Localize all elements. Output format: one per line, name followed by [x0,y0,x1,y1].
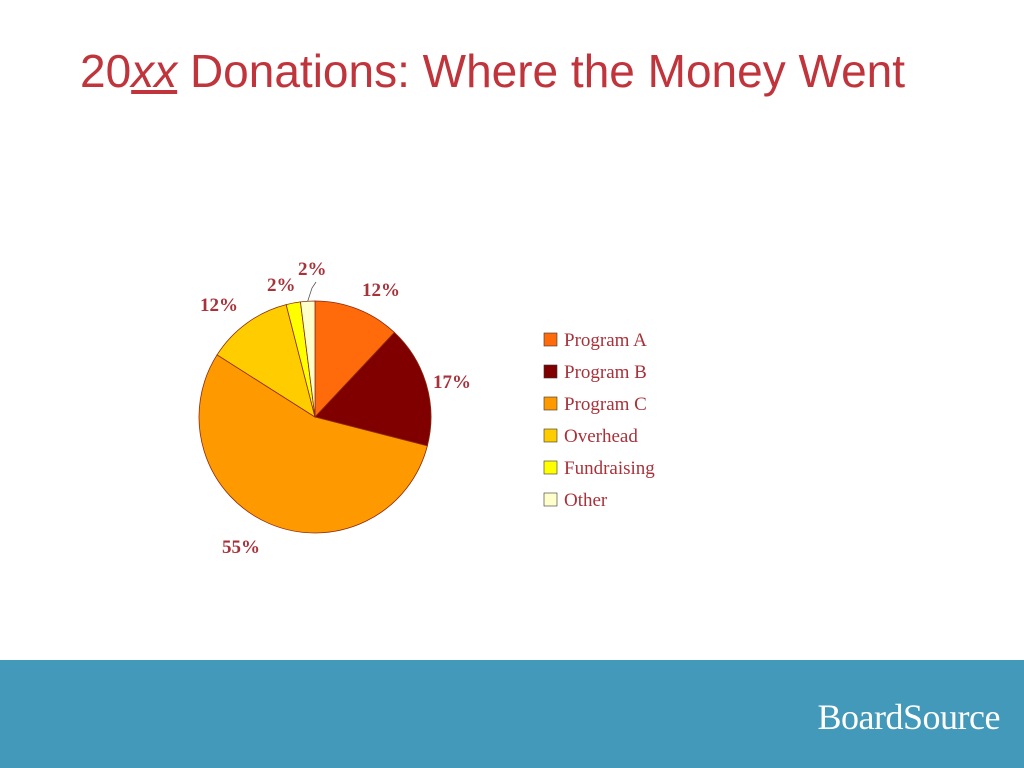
legend-label-program-b: Program B [564,362,647,383]
legend-label-other: Other [564,490,608,511]
legend-swatch-overhead [543,428,558,443]
leader-line-other [307,281,317,302]
pie-slice-program-a [314,300,395,419]
legend-swatch-program-a [543,332,558,347]
data-label-program-c: 55% [222,537,260,558]
pie-slice-program-b [314,331,432,447]
legend-swatch-program-b [543,364,558,379]
data-label-program-b: 17% [433,372,471,393]
chart-legend: Program A Program B Program C Overhead Fundr… [543,330,655,511]
title-prefix: 20 [80,45,132,97]
legend-item-program-b: Program B [543,362,647,383]
page-title: 20xx Donations: Where the Money Went [80,44,905,98]
legend-item-overhead: Overhead [543,426,638,447]
data-label-overhead: 12% [200,295,238,316]
legend-item-fundraising: Fundraising [543,458,655,479]
legend-label-fundraising: Fundraising [564,458,655,479]
data-label-other: 2% [298,259,327,280]
pie-slice-overhead [216,304,316,418]
pie-slice-other [300,300,316,418]
legend-item-program-a: Program A [543,330,647,351]
legend-item-other: Other [543,490,608,511]
boardsource-logo: BoardSource [817,697,1001,737]
data-label-fundraising: 2% [267,275,296,296]
pie-slice-program-c [198,354,428,534]
legend-label-overhead: Overhead [564,426,638,447]
footer-bar: BoardSource [0,660,1024,768]
legend-label-program-a: Program A [564,330,647,351]
legend-label-program-c: Program C [564,394,647,415]
pie-data-labels: 12% 17% 55% 12% 2%2% [200,259,471,558]
pie-slices [198,300,432,534]
legend-swatch-fundraising [543,460,558,475]
legend-swatch-other [543,492,558,507]
title-rest: Donations: Where the Money Went [177,45,906,97]
data-label-program-a: 12% [362,280,400,301]
title-italic: xx [131,45,178,97]
legend-item-program-c: Program C [543,394,647,415]
legend-swatch-program-c [543,396,558,411]
